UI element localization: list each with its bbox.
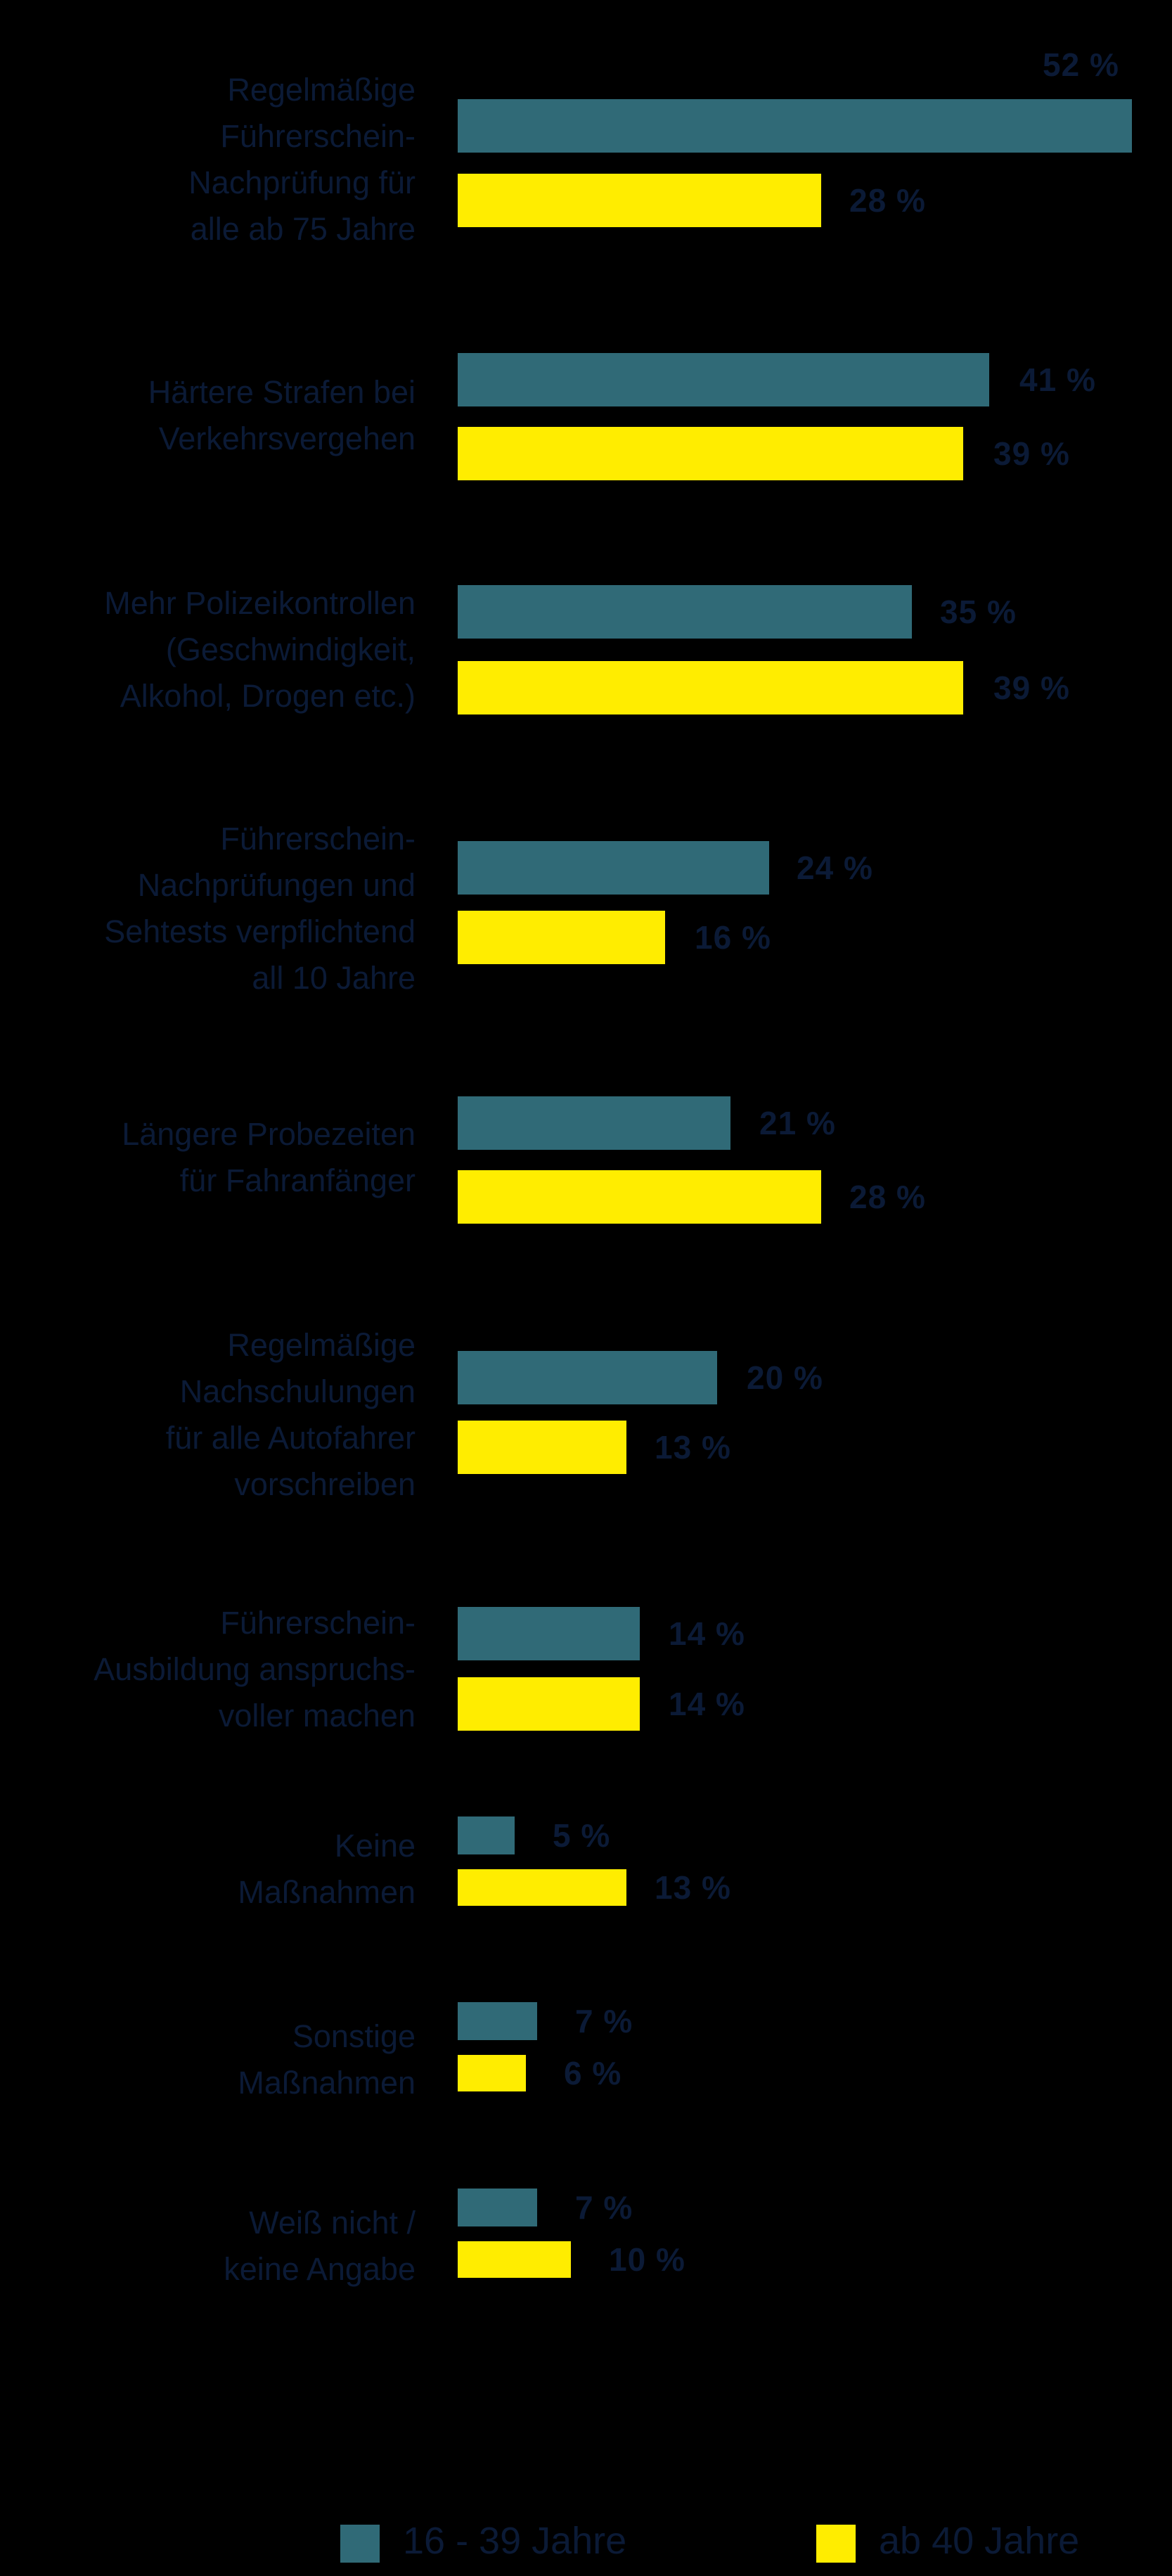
value-label-ab-40: 13 % <box>655 1869 731 1906</box>
legend-label-ab-40: ab 40 Jahre <box>879 2520 1080 2562</box>
category-label: Führerschein- Nachprüfungen und Sehtests… <box>104 821 416 996</box>
category-label: Führerschein- Ausbildung anspruchs- voll… <box>94 1605 416 1734</box>
bar-ab-40 <box>458 1170 821 1224</box>
category-label: Regelmäßige Führerschein- Nachprüfung fü… <box>188 72 416 247</box>
bar-ab-40 <box>458 1869 626 1906</box>
category-label: Keine Maßnahmen <box>238 1828 416 1910</box>
bar-16-39 <box>458 1096 730 1150</box>
bar-ab-40 <box>458 1421 626 1474</box>
value-label-ab-40: 28 % <box>849 182 926 219</box>
bar-ab-40 <box>458 1677 640 1731</box>
value-label-16-39: 21 % <box>759 1105 836 1141</box>
category-label: Härtere Strafen bei Verkehrsvergehen <box>148 374 416 456</box>
value-label-ab-40: 39 % <box>993 435 1070 472</box>
bar-16-39 <box>458 2002 537 2040</box>
bar-ab-40 <box>458 911 665 964</box>
legend-label-16-39: 16 - 39 Jahre <box>403 2520 627 2562</box>
value-label-ab-40: 6 % <box>564 2055 622 2091</box>
value-label-16-39: 7 % <box>575 2003 633 2039</box>
value-label-ab-40: 13 % <box>655 1429 731 1466</box>
bar-16-39 <box>458 841 769 895</box>
bar-ab-40 <box>458 661 963 715</box>
category-label: Sonstige Maßnahmen <box>238 2018 416 2101</box>
value-label-16-39: 14 % <box>669 1615 745 1652</box>
value-label-16-39: 24 % <box>797 850 873 886</box>
bar-16-39 <box>458 353 989 406</box>
category-label: Regelmäßige Nachschulungen für alle Auto… <box>165 1327 416 1502</box>
value-label-16-39: 41 % <box>1019 361 1096 398</box>
legend-swatch-ab-40 <box>816 2525 856 2563</box>
bar-16-39 <box>458 2189 537 2226</box>
bar-ab-40 <box>458 2055 526 2091</box>
value-label-ab-40: 14 % <box>669 1686 745 1722</box>
bar-16-39 <box>458 1351 717 1404</box>
value-label-16-39: 7 % <box>575 2189 633 2226</box>
bar-ab-40 <box>458 174 821 227</box>
bar-16-39 <box>458 99 1132 153</box>
value-label-16-39: 20 % <box>747 1359 823 1396</box>
bar-16-39 <box>458 1816 515 1854</box>
value-label-ab-40: 39 % <box>993 669 1070 706</box>
value-label-16-39: 5 % <box>553 1817 611 1854</box>
value-label-ab-40: 10 % <box>609 2241 685 2278</box>
bar-ab-40 <box>458 427 963 480</box>
value-label-ab-40: 16 % <box>695 919 771 956</box>
bar-16-39 <box>458 585 912 639</box>
bar-16-39 <box>458 1607 640 1660</box>
value-label-ab-40: 28 % <box>849 1179 926 1215</box>
value-label-16-39: 35 % <box>940 594 1017 630</box>
category-label: Längere Probezeiten für Fahranfänger <box>122 1116 416 1198</box>
category-label: Weiß nicht / keine Angabe <box>224 2205 416 2287</box>
value-label-16-39: 52 % <box>1043 46 1119 83</box>
bar-ab-40 <box>458 2241 571 2278</box>
category-label: Mehr Polizeikontrollen (Geschwindigkeit,… <box>104 585 416 714</box>
legend-swatch-16-39 <box>340 2525 380 2563</box>
